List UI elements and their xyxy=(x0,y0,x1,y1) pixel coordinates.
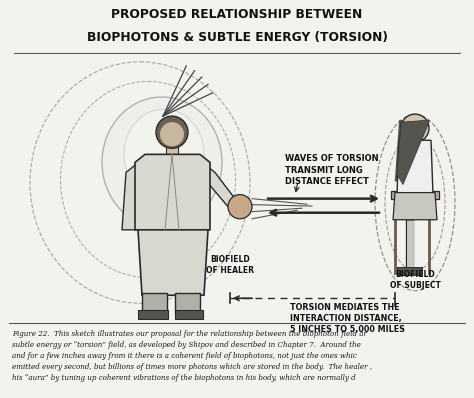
Ellipse shape xyxy=(124,109,204,200)
FancyBboxPatch shape xyxy=(175,310,203,319)
Polygon shape xyxy=(205,164,238,207)
Text: TORSION MEDIATES THE
INTERACTION DISTANCE,
5 INCHES TO 5,000 MILES: TORSION MEDIATES THE INTERACTION DISTANC… xyxy=(290,303,405,334)
FancyBboxPatch shape xyxy=(391,191,439,199)
Ellipse shape xyxy=(102,97,222,228)
Polygon shape xyxy=(138,230,208,295)
Text: BIOFIELD
OF SUBJECT: BIOFIELD OF SUBJECT xyxy=(390,270,440,290)
Polygon shape xyxy=(393,193,437,220)
FancyBboxPatch shape xyxy=(397,267,422,275)
Text: BIOPHOTONS & SUBTLE ENERGY (TORSION): BIOPHOTONS & SUBTLE ENERGY (TORSION) xyxy=(87,31,387,44)
Polygon shape xyxy=(397,140,433,195)
Circle shape xyxy=(401,114,429,142)
Text: Figure 22.  This sketch illustrates our proposal for the relationship between th: Figure 22. This sketch illustrates our p… xyxy=(12,330,372,382)
Text: PROPOSED RELATIONSHIP BETWEEN: PROPOSED RELATIONSHIP BETWEEN xyxy=(111,8,363,21)
Circle shape xyxy=(156,116,188,148)
FancyBboxPatch shape xyxy=(175,293,200,313)
FancyBboxPatch shape xyxy=(166,146,178,156)
Circle shape xyxy=(228,195,252,219)
FancyBboxPatch shape xyxy=(142,293,167,313)
Circle shape xyxy=(160,122,184,146)
Polygon shape xyxy=(135,154,210,230)
Polygon shape xyxy=(122,164,136,230)
Polygon shape xyxy=(397,120,429,185)
Text: BIOFIELD
OF HEALER: BIOFIELD OF HEALER xyxy=(206,255,254,275)
FancyBboxPatch shape xyxy=(138,310,168,319)
Text: WAVES OF TORSION
TRANSMIT LONG
DISTANCE EFFECT: WAVES OF TORSION TRANSMIT LONG DISTANCE … xyxy=(285,154,379,186)
